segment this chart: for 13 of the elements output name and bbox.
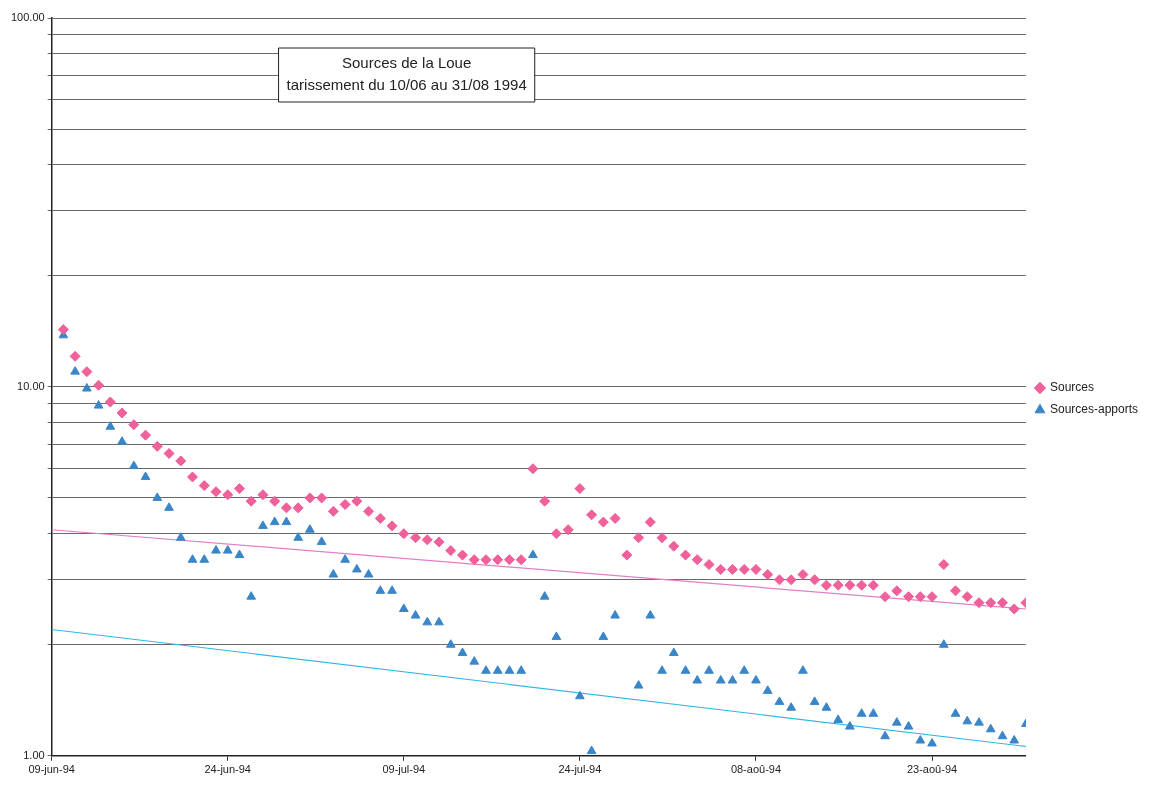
y-tick-label: 100.00 <box>10 11 45 24</box>
legend-label: Sources-apports <box>1049 402 1138 417</box>
y-tick-label: 10.00 <box>17 379 45 392</box>
x-tick-label: 24-jul-94 <box>558 763 602 776</box>
x-tick-label: 08-aoû-94 <box>730 763 782 776</box>
legend-label: Sources <box>1049 380 1094 395</box>
x-tick-label: 23-aoû-94 <box>906 763 958 776</box>
x-tick-label: 24-jun-94 <box>204 763 251 776</box>
y-tick-label: 1.00 <box>23 748 45 761</box>
text: tarissement du 10/06 au 31/08 1994 <box>286 76 527 94</box>
text: Sources de la Loue <box>342 54 472 72</box>
x-tick-label: 09-jun-94 <box>28 763 75 776</box>
x-tick-label: 09-jul-94 <box>382 763 426 776</box>
